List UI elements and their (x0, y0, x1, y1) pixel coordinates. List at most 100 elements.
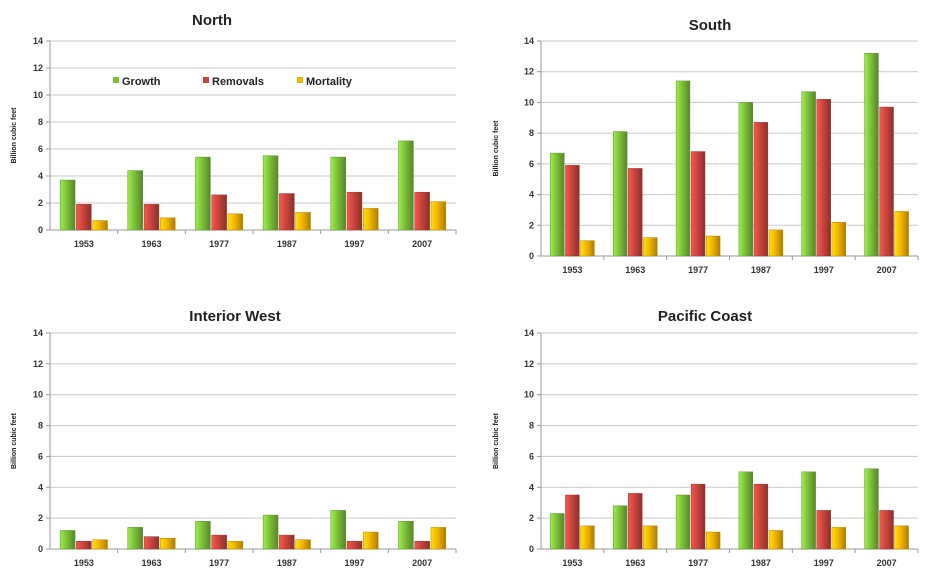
y-tick-label: 0 (38, 225, 43, 235)
x-tick-label: 1963 (625, 558, 645, 568)
y-tick-label: 12 (33, 63, 43, 73)
bar-mortality-1953 (580, 240, 595, 257)
bar-mortality-1997 (831, 527, 846, 550)
y-tick-label: 10 (524, 390, 534, 400)
bar-removals-1987 (753, 483, 769, 550)
y-tick-label: 0 (529, 544, 534, 554)
y-tick-label: 4 (38, 482, 43, 492)
y-tick-label: 8 (529, 128, 534, 138)
bar-mortality-1963 (160, 217, 176, 231)
bar-mortality-1977 (227, 541, 244, 550)
x-tick-label: 1963 (625, 265, 645, 275)
chart-panel-south: South Billion cubic feet 0 2 4 6 8 10 12 14 1953 19… (475, 0, 927, 285)
y-tick-label: 6 (529, 159, 534, 169)
y-tick-label: 10 (524, 97, 534, 107)
bar-removals-1977 (690, 151, 706, 257)
y-tick-label: 2 (38, 513, 43, 523)
bar-mortality-1987 (768, 530, 784, 550)
chart-pacific-coast: Pacific Coast Billion cubic feet 0 2 4 6 8 10 12… (493, 308, 919, 568)
bar-removals-1987 (279, 193, 295, 231)
y-tick-label: 14 (33, 36, 43, 46)
bar-growth-1997 (330, 510, 346, 550)
bar-growth-1963 (127, 527, 143, 550)
bar-growth-1963 (127, 170, 143, 231)
x-tick-label: 1977 (209, 239, 229, 249)
x-tick-label: 2007 (877, 558, 897, 568)
bar-mortality-1963 (160, 537, 176, 550)
bar-removals-1963 (143, 204, 160, 231)
bar-growth-2007 (398, 140, 414, 231)
bar-mortality-1977 (706, 235, 721, 257)
legend-swatch-removals (203, 77, 209, 83)
bar-growth-1977 (675, 494, 691, 550)
bar-mortality-2007 (430, 201, 447, 231)
y-tick-label: 6 (38, 144, 43, 154)
chart-south: South Billion cubic feet 0 2 4 6 8 10 12 14 1953 19… (493, 17, 919, 275)
chart-interior-west: Interior West Billion cubic feet 0 2 4 6 8 10 12… (11, 308, 457, 568)
chart-title: Pacific Coast (658, 308, 752, 325)
x-tick-label: 1953 (562, 558, 582, 568)
y-axis-label: Billion cubic feet (11, 107, 18, 164)
bar-mortality-1987 (768, 229, 784, 257)
bar-growth-1977 (675, 80, 691, 257)
bar-mortality-1997 (363, 208, 379, 231)
bar-growth-1977 (195, 520, 211, 550)
x-tick-label: 2007 (412, 558, 432, 568)
bar-removals-1953 (565, 165, 580, 257)
legend-swatch-growth (113, 77, 119, 83)
y-tick-label: 6 (38, 451, 43, 461)
bar-mortality-1953 (92, 220, 108, 231)
y-tick-label: 12 (524, 67, 534, 77)
bar-removals-2007 (414, 191, 430, 231)
bar-growth-1987 (738, 102, 753, 257)
y-tick-label: 8 (38, 117, 43, 127)
x-tick-label: 1997 (814, 558, 834, 568)
bar-growth-1953 (59, 179, 76, 231)
x-tick-label: 1953 (74, 239, 94, 249)
y-tick-label: 6 (529, 451, 534, 461)
bar-removals-2007 (414, 541, 430, 550)
x-tick-label: 1953 (562, 265, 582, 275)
bar-removals-1977 (690, 483, 706, 550)
bar-removals-1953 (76, 204, 92, 231)
chart-panel-pacific-coast: Pacific Coast Billion cubic feet 0 2 4 6 8 10 12… (475, 290, 927, 571)
chart-panel-interior-west: Interior West Billion cubic feet 0 2 4 6 8 10 12… (0, 290, 464, 571)
legend-swatch-mortality (297, 77, 303, 83)
bar-removals-1987 (753, 122, 769, 257)
chart-title: South (689, 17, 732, 34)
x-tick-label: 1987 (277, 239, 297, 249)
x-tick-label: 1997 (814, 265, 834, 275)
bar-mortality-1977 (706, 531, 721, 550)
x-tick-label: 1963 (141, 239, 161, 249)
bar-mortality-1997 (363, 531, 379, 550)
y-tick-label: 4 (38, 171, 43, 181)
bar-growth-1963 (613, 505, 628, 550)
bar-growth-1997 (330, 156, 346, 231)
bar-removals-1987 (279, 534, 295, 550)
chart-title: Interior West (189, 308, 280, 325)
bar-removals-1997 (816, 510, 831, 550)
y-tick-label: 12 (33, 359, 43, 369)
x-tick-label: 1987 (751, 265, 771, 275)
bar-growth-2007 (864, 468, 879, 550)
y-tick-label: 14 (33, 328, 43, 338)
bar-growth-1977 (195, 156, 211, 231)
x-tick-label: 1977 (688, 558, 708, 568)
y-tick-label: 14 (524, 36, 534, 46)
x-tick-label: 2007 (877, 265, 897, 275)
y-tick-label: 8 (529, 421, 534, 431)
bar-mortality-1963 (643, 525, 658, 550)
x-tick-label: 1953 (74, 558, 94, 568)
bar-removals-1977 (211, 194, 227, 231)
chart-title: North (192, 12, 232, 29)
bar-removals-2007 (879, 510, 894, 550)
bar-growth-2007 (398, 520, 414, 550)
bar-growth-1987 (738, 471, 753, 550)
bar-removals-1997 (346, 541, 363, 550)
bar-removals-1953 (76, 541, 92, 550)
y-tick-label: 8 (38, 421, 43, 431)
x-tick-label: 2007 (412, 239, 432, 249)
bar-mortality-2007 (894, 525, 909, 550)
bar-growth-2007 (864, 53, 879, 257)
bar-growth-1953 (59, 530, 76, 550)
